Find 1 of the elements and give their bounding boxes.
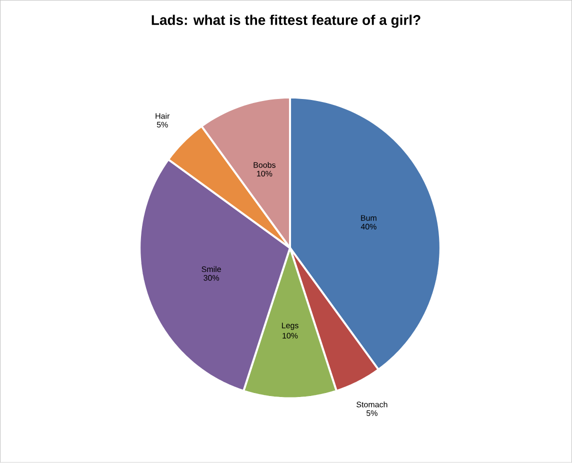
chart-title: Lads: what is the fittest feature of a girl? bbox=[152, 14, 420, 28]
